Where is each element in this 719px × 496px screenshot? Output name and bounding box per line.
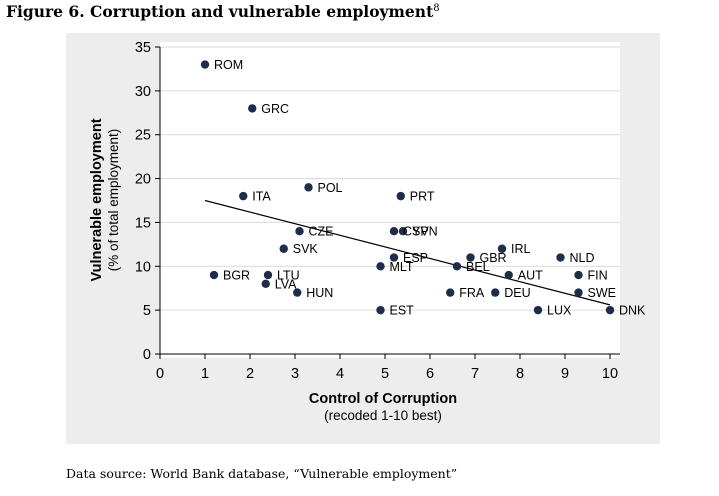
point-label: DEU (504, 286, 530, 300)
data-point (396, 191, 405, 201)
data-point (574, 288, 583, 297)
y-tick-label: 0 (143, 347, 151, 363)
figure-title-text: Figure 6. Corruption and vulnerable empl… (6, 2, 434, 21)
point-label: DNK (619, 304, 646, 318)
y-tick-label: 5 (143, 303, 151, 319)
point-label: MLT (390, 260, 414, 274)
x-tick-labels: 0 1 2 3 4 5 6 7 8 9 10 (156, 354, 618, 382)
x-tick-label: 8 (516, 366, 524, 382)
plot-area (160, 42, 620, 358)
data-point (239, 191, 248, 201)
data-point (248, 104, 257, 113)
point-label: BEL (466, 260, 490, 274)
data-point (304, 183, 313, 192)
point-label: LTU (277, 269, 300, 283)
point-label: GRC (261, 102, 289, 116)
y-tick-label: 20 (135, 172, 151, 188)
y-tick-labels: 0 5 10 15 20 25 30 35 (135, 40, 160, 363)
trendline-group (204, 199, 611, 306)
data-point (491, 288, 500, 297)
x-tick-label: 6 (426, 366, 434, 382)
data-point (574, 270, 583, 280)
data-point (446, 288, 455, 297)
point-label: AUT (518, 269, 543, 283)
y-tick-label: 10 (135, 259, 151, 275)
y-tick-label: 15 (135, 215, 151, 231)
data-point (279, 244, 288, 253)
point-label: SWE (588, 286, 616, 300)
y-tick-label: 35 (135, 40, 151, 56)
data-point (398, 227, 408, 236)
point-label: FRA (459, 286, 485, 300)
data-point (389, 227, 399, 236)
data-point (389, 253, 399, 262)
data-point (261, 279, 270, 289)
chart-panel: 0 5 10 15 20 25 30 35 0 1 2 3 4 5 6 7 8 9 10 ROM GRC ITA POL… (66, 33, 660, 444)
point-label: IRL (511, 242, 531, 256)
point-label: POL (318, 181, 343, 195)
footnote-marker: 8 (433, 3, 440, 14)
point-label: CYP (403, 225, 429, 239)
axes (159, 47, 620, 355)
point-label: FIN (588, 269, 608, 283)
point-label: EST (390, 304, 415, 318)
point-label: GBR (480, 251, 507, 265)
point-label: NLD (570, 251, 595, 265)
data-point (209, 270, 219, 280)
x-tick-label: 3 (291, 366, 299, 382)
x-tick-label: 5 (381, 366, 389, 382)
x-axis-title: Control of Corruption (309, 391, 457, 407)
figure-title: Figure 6. Corruption and vulnerable empl… (6, 2, 440, 21)
point-label: ROM (214, 58, 243, 72)
data-point (295, 227, 304, 236)
y-axis-title: Vulnerable employment (89, 118, 105, 281)
x-tick-label: 2 (246, 366, 254, 382)
point-label: CZE (309, 225, 334, 239)
x-tick-label: 4 (336, 366, 344, 382)
point-label: PRT (410, 190, 435, 204)
data-point (293, 288, 302, 297)
scatter-chart: 0 5 10 15 20 25 30 35 0 1 2 3 4 5 6 7 8 9 10 ROM GRC ITA POL… (89, 40, 646, 423)
point-label: HUN (306, 286, 333, 300)
data-point (504, 270, 513, 280)
point-label: LUX (547, 304, 572, 318)
data-point (497, 244, 507, 253)
data-point (533, 305, 543, 315)
data-point (605, 305, 615, 315)
point-label: ITA (252, 190, 271, 204)
point-label: SVN (412, 225, 438, 239)
y-tick-label: 25 (135, 128, 151, 144)
data-point (200, 60, 210, 69)
data-point (466, 253, 475, 262)
x-tick-label: 0 (156, 366, 164, 382)
data-points (200, 60, 615, 315)
gridlines (160, 46, 620, 311)
data-point (263, 270, 273, 280)
point-label: SVK (293, 242, 319, 256)
x-tick-label: 9 (561, 366, 569, 382)
x-tick-label: 7 (471, 366, 479, 382)
data-point (376, 305, 385, 315)
trendline (204, 199, 611, 306)
x-axis-subtitle: (recoded 1-10 best) (324, 408, 442, 423)
x-tick-label: 10 (602, 366, 618, 382)
point-label: BGR (223, 269, 250, 283)
y-axis-subtitle: (% of total employment) (106, 129, 121, 272)
source-note: Data source: World Bank database, “Vulne… (66, 466, 458, 481)
y-tick-label: 30 (135, 84, 151, 100)
data-point (376, 262, 385, 271)
x-tick-label: 1 (201, 366, 209, 382)
data-point (556, 253, 565, 262)
data-point (452, 262, 462, 271)
point-label: ESP (403, 251, 428, 265)
point-label: LVA (275, 277, 297, 291)
